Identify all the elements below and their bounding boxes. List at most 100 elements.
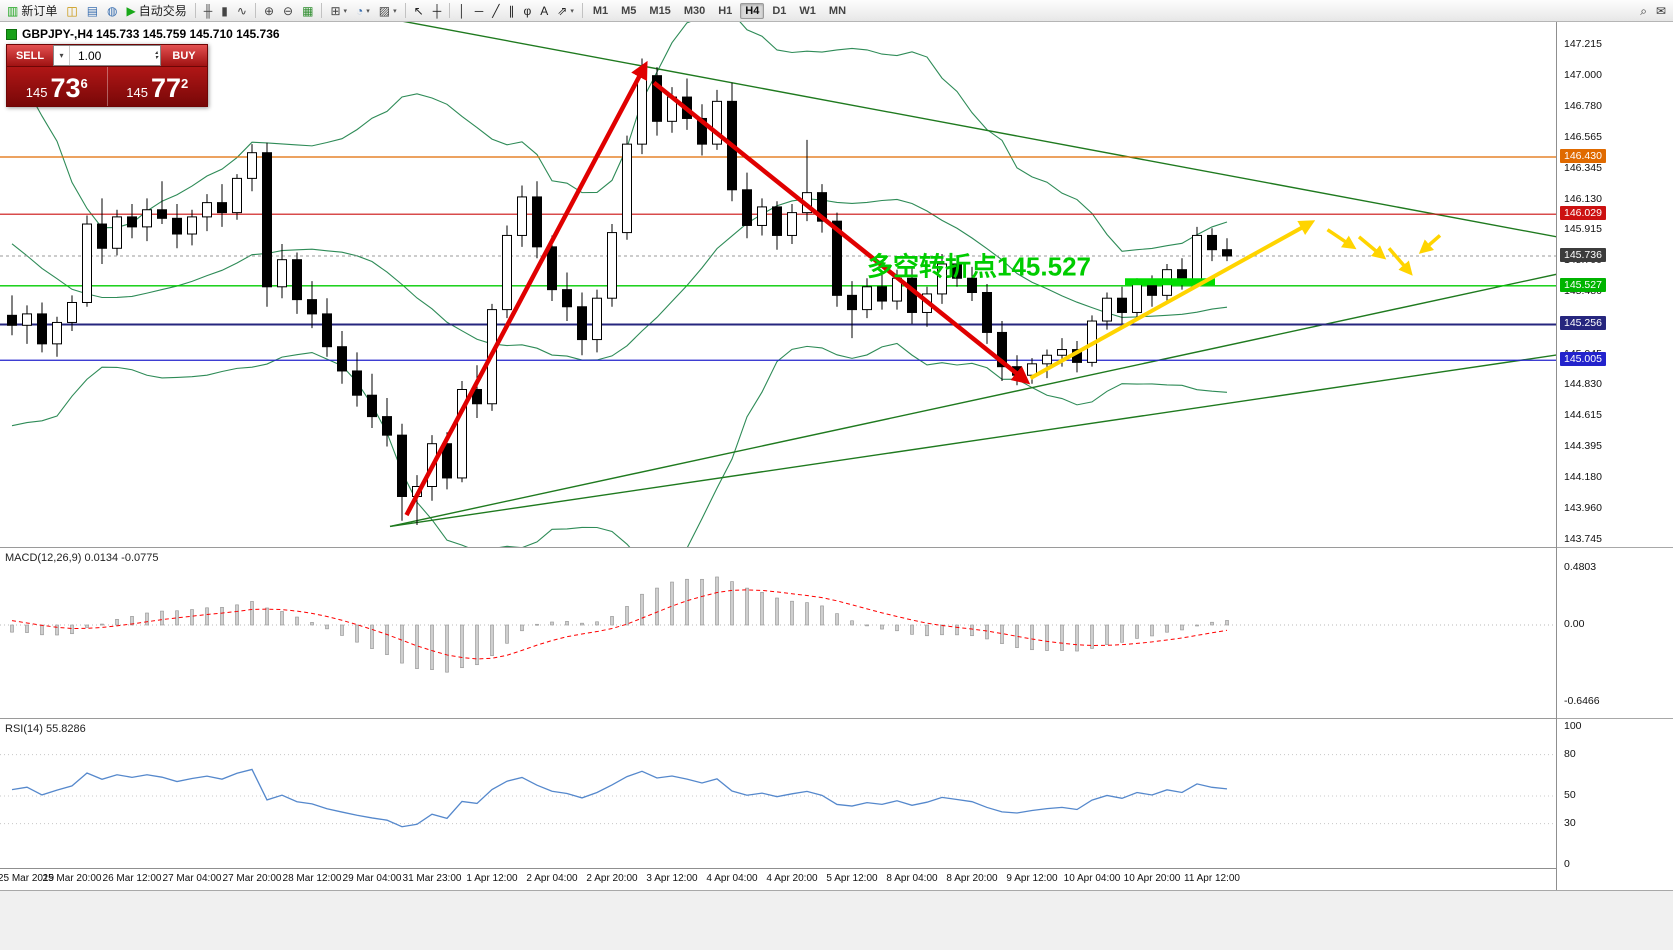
candle <box>1207 228 1217 262</box>
price-axis[interactable]: 147.215 147.000 146.780 146.565 146.345 146.1… <box>1556 22 1673 890</box>
new-order-button[interactable]: ▥ 新订单 <box>3 1 61 21</box>
crosshair-icon: ┼ <box>432 3 442 18</box>
chart-windows-button[interactable]: ◫ <box>62 1 81 21</box>
vertical-line-button[interactable]: │ <box>454 1 470 21</box>
macd-histogram-bar <box>295 616 299 626</box>
templates-button[interactable]: ▨ ▾ <box>375 1 401 21</box>
templates-button-dropdown-icon[interactable]: ▾ <box>393 7 397 15</box>
tile-windows-button[interactable]: ▦ <box>298 1 317 21</box>
new-chart-button[interactable]: ⊞ ▾ <box>326 1 351 21</box>
lot-preset-dropdown-icon[interactable]: ▾ <box>54 46 70 65</box>
timeframe-w1-button[interactable]: W1 <box>799 4 816 17</box>
lot-size-input[interactable]: 1.00 ▴ ▾ <box>70 46 160 65</box>
bollinger-upper-band <box>11 22 1228 252</box>
trend-arrow-6[interactable] <box>1387 247 1413 276</box>
macd-histogram-bar <box>640 593 644 626</box>
trendline-button[interactable]: ╱ <box>488 1 503 21</box>
macd-histogram-bar <box>745 587 749 626</box>
period-button[interactable]: ◔ ▾ <box>352 1 374 21</box>
macd-histogram-bar <box>790 600 794 626</box>
price-axis-label: 147.000 <box>1564 68 1602 81</box>
autotrading-button[interactable]: ▶ 自动交易 <box>123 1 191 21</box>
timeframe-m1-button[interactable]: M1 <box>592 4 609 17</box>
line-chart-button[interactable]: ∿ <box>233 1 251 21</box>
time-axis-label: 27 Mar 04:00 <box>162 873 222 884</box>
buy-price[interactable]: 145 77 2 <box>108 67 208 106</box>
candle <box>1117 286 1127 324</box>
period-button-dropdown-icon[interactable]: ▾ <box>366 7 370 15</box>
price-badge-146.430[interactable]: 146.430 <box>1560 148 1606 163</box>
timeframe-d1-button[interactable]: D1 <box>772 4 787 17</box>
market-watch-button[interactable]: ▤ <box>83 1 102 21</box>
bar-chart-button[interactable]: ╫ <box>200 1 217 21</box>
macd-histogram-bar <box>685 578 689 626</box>
lot-increase-icon[interactable]: ▴ <box>154 49 158 56</box>
trendline-3[interactable] <box>389 273 1556 528</box>
price-axis-label: 144.830 <box>1564 378 1602 391</box>
time-axis[interactable]: 25 Mar 2019 25 Mar 20:00 26 Mar 12:00 27 Ma… <box>0 868 1556 891</box>
timeframe-m15-button[interactable]: M15 <box>649 4 671 17</box>
price-badge-145.527[interactable]: 145.527 <box>1560 277 1606 292</box>
trend-arrow-2[interactable] <box>652 81 1031 385</box>
timeframe-h1-button[interactable]: H1 <box>718 4 733 17</box>
trend-arrow-3[interactable] <box>1029 220 1316 380</box>
candle <box>862 278 872 319</box>
time-axis-label: 10 Apr 20:00 <box>1123 873 1181 884</box>
time-axis-label: 26 Mar 12:00 <box>102 873 162 884</box>
timeframe-m30-button[interactable]: M30 <box>683 4 706 17</box>
price-badge-145.005[interactable]: 145.005 <box>1560 352 1606 367</box>
text-button[interactable]: A <box>536 1 552 21</box>
arrows-button[interactable]: ⇗ ▾ <box>553 1 578 21</box>
equidistant-channel-button[interactable]: ∥ <box>504 1 518 21</box>
candle <box>652 67 662 136</box>
zoom-out-button[interactable]: ⊖ <box>279 1 297 21</box>
macd-histogram-bar <box>370 624 374 649</box>
time-axis-label: 25 Mar 2019 <box>0 873 55 884</box>
trend-arrow-4[interactable] <box>1326 228 1357 250</box>
candle <box>817 184 827 233</box>
timeframe-mn-button[interactable]: MN <box>828 4 847 17</box>
lot-decrease-icon[interactable]: ▾ <box>154 54 158 61</box>
arrows-button-dropdown-icon[interactable]: ▾ <box>570 7 574 15</box>
sell-price-pips: 73 <box>50 73 81 103</box>
cursor-button[interactable]: ↖ <box>410 1 428 21</box>
zoom-in-button[interactable]: ⊕ <box>260 1 278 21</box>
macd-histogram-bar <box>505 624 509 644</box>
search-button[interactable]: ⌕ <box>1636 1 1651 21</box>
lot-size-control: ▾ 1.00 ▴ ▾ <box>53 45 161 66</box>
macd-histogram-bar <box>10 624 14 633</box>
candle <box>127 204 137 239</box>
candle <box>607 224 617 307</box>
new-chart-button-dropdown-icon[interactable]: ▾ <box>343 7 348 15</box>
price-badge-146.029[interactable]: 146.029 <box>1560 206 1606 221</box>
trend-arrow-7[interactable] <box>1418 234 1442 254</box>
macd-histogram-bar <box>565 621 569 626</box>
buy-button[interactable]: BUY <box>161 45 207 66</box>
candlestick-chart-button[interactable]: ▮ <box>217 1 232 21</box>
feedback-button[interactable]: ✉ <box>1652 1 1670 21</box>
macd-histogram-bar <box>940 624 944 636</box>
sell-button[interactable]: SELL <box>7 45 53 66</box>
candle <box>997 321 1007 381</box>
chart-canvas[interactable]: 多空转折点145.527 <box>0 22 1556 868</box>
timeframe-h4-button[interactable]: H4 <box>740 2 765 19</box>
horizontal-line-button[interactable]: ─ <box>471 1 488 21</box>
candle <box>367 373 377 429</box>
trendline-1[interactable] <box>297 22 1556 238</box>
timeframe-m5-button[interactable]: M5 <box>621 4 637 17</box>
fibonacci-button[interactable]: φ <box>519 1 535 21</box>
strategy-tester-button[interactable]: ◍ <box>103 1 121 21</box>
trend-arrow-1[interactable] <box>404 60 648 517</box>
price-badge-145.256[interactable]: 145.256 <box>1560 316 1606 331</box>
chart-annotation-text[interactable]: 多空转折点145.527 <box>867 251 1091 281</box>
macd-histogram-bar <box>805 602 809 626</box>
trendline-2[interactable] <box>389 354 1556 528</box>
cursor-icon: ↖ <box>413 3 424 18</box>
lot-spinner[interactable]: ▴ ▾ <box>154 49 158 61</box>
macd-histogram-bar <box>445 624 449 673</box>
price-badge-145.736[interactable]: 145.736 <box>1560 247 1606 262</box>
sell-price[interactable]: 145 73 6 <box>7 67 108 106</box>
crosshair-button[interactable]: ┼ <box>429 1 446 21</box>
price-axis-label: 146.345 <box>1564 162 1602 175</box>
trend-arrow-5[interactable] <box>1357 235 1387 260</box>
